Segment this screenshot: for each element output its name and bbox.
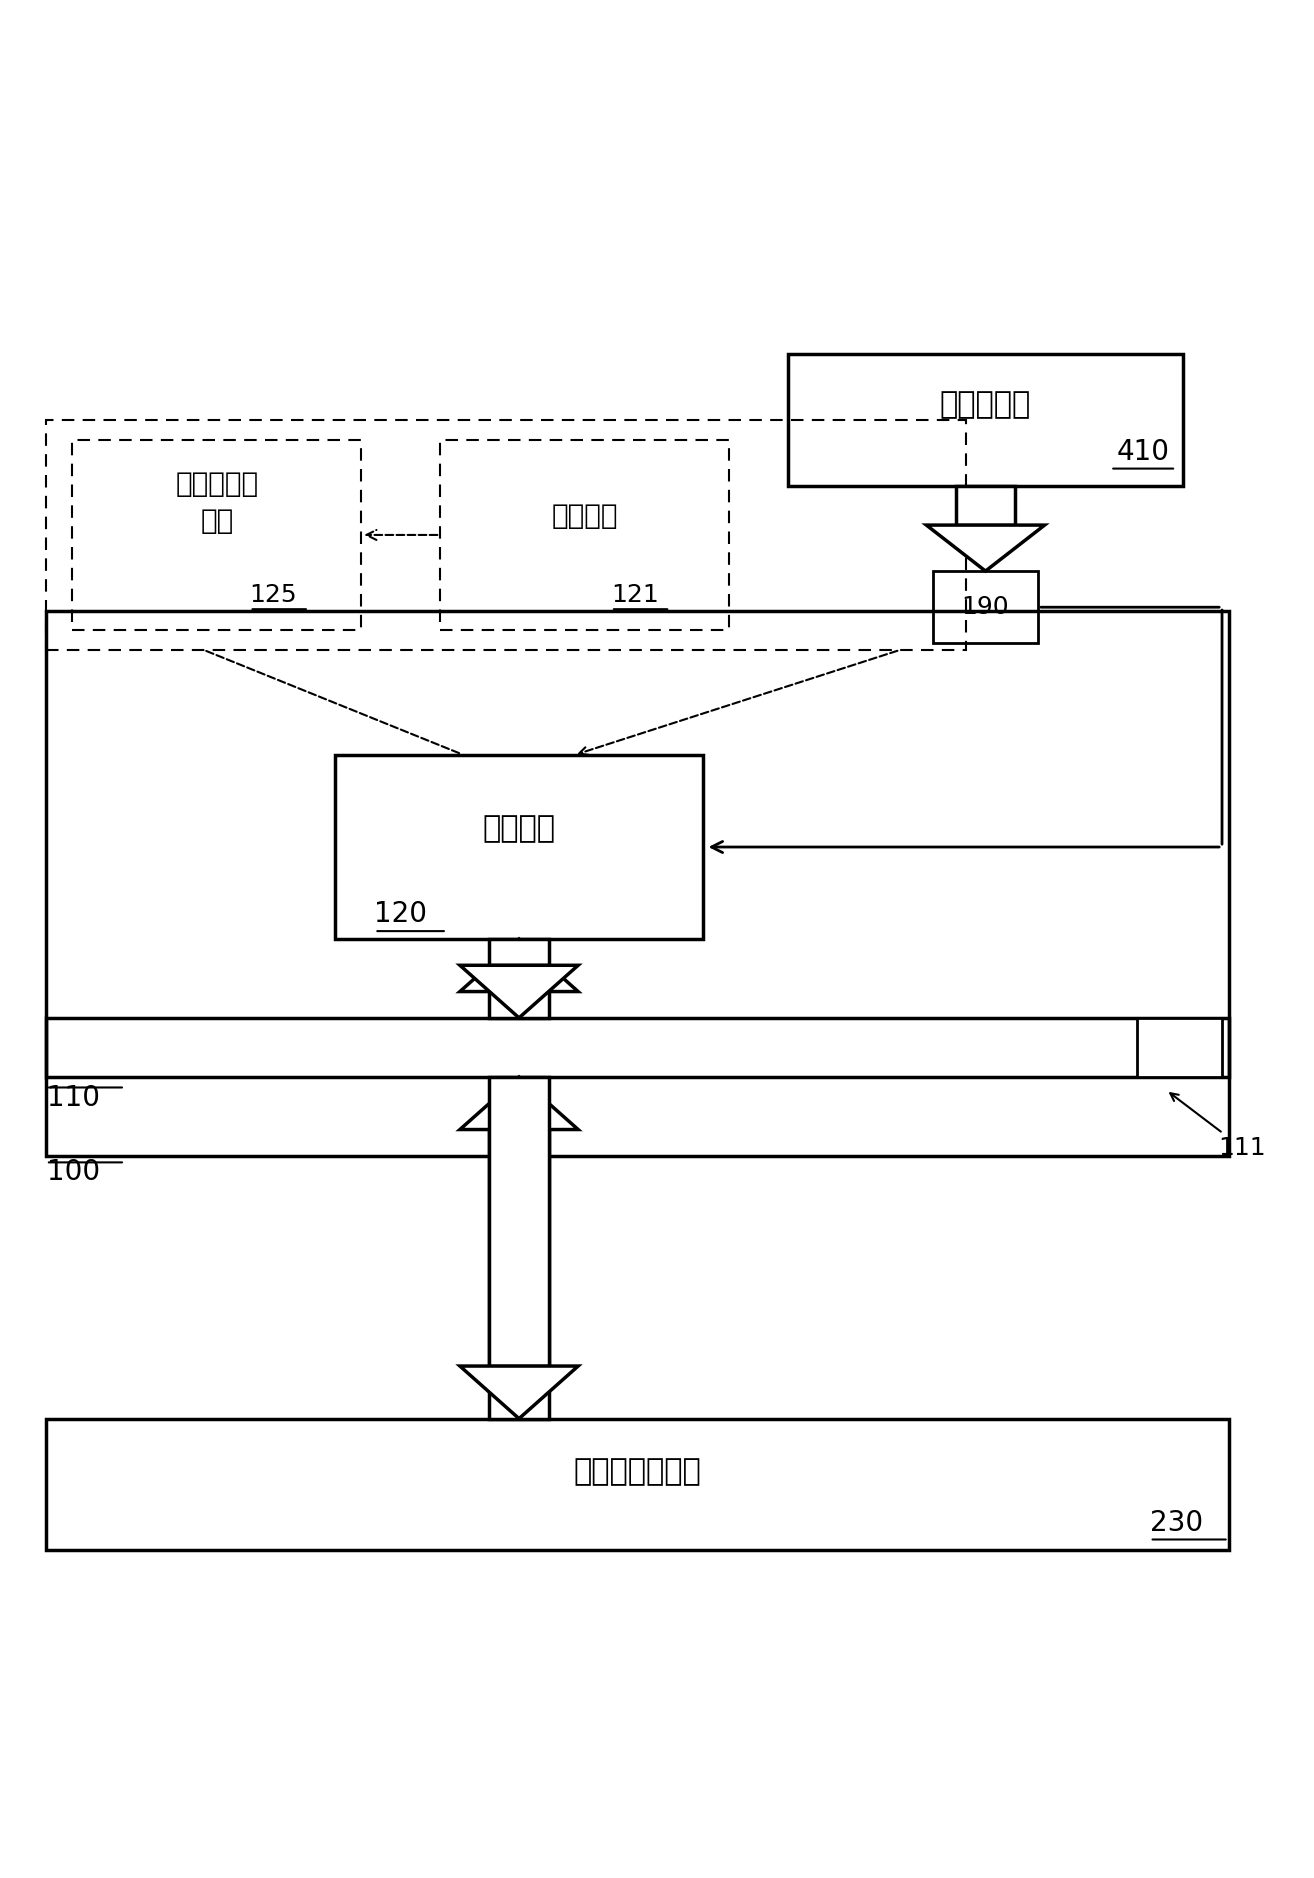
Polygon shape: [460, 1365, 578, 1418]
Text: 100: 100: [47, 1159, 100, 1187]
Text: 410: 410: [1117, 438, 1169, 466]
FancyBboxPatch shape: [1137, 1018, 1222, 1076]
Text: 信号控制器: 信号控制器: [940, 391, 1031, 419]
Text: 125: 125: [250, 582, 297, 607]
Text: 存储器连接接口: 存储器连接接口: [573, 1457, 702, 1485]
Text: 控制单元: 控制单元: [552, 501, 618, 530]
Bar: [489, 939, 548, 965]
Text: 190: 190: [962, 595, 1009, 620]
Text: 处理模块: 处理模块: [482, 815, 556, 843]
Polygon shape: [926, 526, 1045, 571]
Polygon shape: [460, 939, 578, 992]
Text: 121: 121: [611, 582, 658, 607]
Bar: [489, 992, 548, 1018]
Text: 111: 111: [1171, 1093, 1267, 1161]
Bar: [957, 486, 1014, 526]
Text: 110: 110: [47, 1084, 100, 1112]
Text: 可编程逻辑
单元: 可编程逻辑 单元: [175, 470, 259, 535]
Polygon shape: [460, 965, 578, 1018]
Bar: [489, 1076, 548, 1365]
Text: 230: 230: [1150, 1508, 1202, 1536]
Text: 120: 120: [374, 900, 427, 928]
Polygon shape: [460, 1076, 578, 1129]
Bar: [489, 1129, 548, 1418]
